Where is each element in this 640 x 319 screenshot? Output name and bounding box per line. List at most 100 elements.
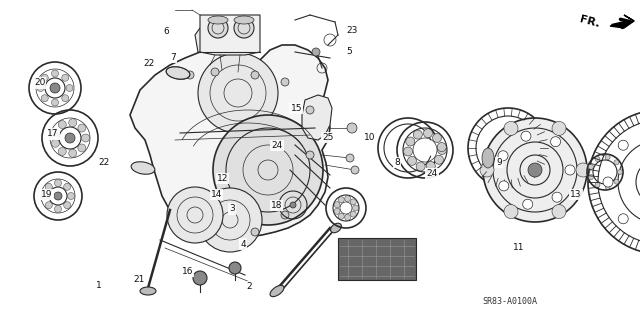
Text: 7: 7 [170,53,175,62]
Text: 10: 10 [364,133,376,142]
Circle shape [435,155,444,164]
Polygon shape [610,15,634,28]
Circle shape [198,188,262,252]
Circle shape [339,213,344,219]
Text: 21: 21 [134,275,145,284]
Circle shape [64,202,70,209]
Circle shape [61,74,68,81]
Circle shape [229,262,241,274]
Circle shape [350,199,356,205]
Ellipse shape [234,16,254,24]
Ellipse shape [208,16,228,24]
Text: 9: 9 [497,158,502,167]
Circle shape [504,204,518,219]
Text: FR.: FR. [579,15,601,29]
Text: 4: 4 [241,240,246,249]
Circle shape [351,166,359,174]
Circle shape [45,202,52,209]
Text: 19: 19 [41,190,52,199]
Text: 17: 17 [47,130,59,138]
Circle shape [66,85,73,92]
Circle shape [213,115,323,225]
Circle shape [281,78,289,86]
Circle shape [406,137,415,146]
Circle shape [45,183,52,190]
Polygon shape [200,15,260,55]
Circle shape [193,271,207,285]
Circle shape [552,192,562,202]
Text: 22: 22 [99,158,110,167]
Text: 24: 24 [271,141,283,150]
Text: 24: 24 [426,169,438,178]
Circle shape [347,123,357,133]
Circle shape [603,177,613,187]
Circle shape [595,157,600,161]
Ellipse shape [131,162,155,174]
Text: 16: 16 [182,267,193,276]
Circle shape [614,179,619,184]
Circle shape [605,184,610,189]
Text: 13: 13 [570,190,582,199]
Text: 15: 15 [291,104,302,113]
Circle shape [605,155,610,160]
Circle shape [78,124,86,132]
Circle shape [81,134,90,142]
Text: 1: 1 [97,281,102,290]
Text: 2: 2 [247,282,252,291]
Circle shape [413,130,422,139]
Circle shape [58,121,67,129]
Circle shape [312,48,320,56]
Circle shape [552,122,566,136]
Circle shape [290,202,296,208]
Circle shape [498,151,508,161]
Circle shape [618,169,623,174]
Circle shape [346,154,354,162]
Circle shape [51,70,58,77]
Circle shape [207,37,213,43]
Circle shape [54,205,61,212]
Circle shape [483,118,587,222]
Text: 5: 5 [346,47,351,56]
Ellipse shape [331,223,341,233]
Circle shape [211,68,219,76]
Circle shape [550,137,561,147]
Circle shape [334,202,340,208]
Circle shape [521,131,531,141]
Circle shape [504,122,518,136]
Circle shape [618,140,628,150]
Text: 22: 22 [143,59,155,68]
Circle shape [433,133,442,143]
Circle shape [345,214,351,220]
Circle shape [614,160,619,165]
Circle shape [339,197,344,203]
Text: 25: 25 [322,133,333,142]
Circle shape [54,192,62,200]
Circle shape [552,204,566,219]
Circle shape [618,214,628,224]
Circle shape [404,147,413,156]
Circle shape [416,162,425,171]
Circle shape [37,85,44,92]
Circle shape [68,119,77,127]
Circle shape [64,183,70,190]
Circle shape [186,71,194,79]
Circle shape [565,165,575,175]
Ellipse shape [270,286,284,297]
Circle shape [208,18,228,38]
Text: 14: 14 [211,190,222,199]
Circle shape [408,156,417,166]
Circle shape [426,161,435,170]
Circle shape [345,196,351,202]
Circle shape [234,18,254,38]
Circle shape [41,95,48,102]
Circle shape [78,144,86,152]
Text: 20: 20 [34,78,45,87]
Circle shape [306,106,314,114]
Circle shape [251,71,259,79]
Text: 12: 12 [217,174,228,183]
Ellipse shape [166,67,190,79]
Circle shape [65,133,75,143]
Ellipse shape [140,287,156,295]
Circle shape [424,129,433,138]
Circle shape [353,205,358,211]
